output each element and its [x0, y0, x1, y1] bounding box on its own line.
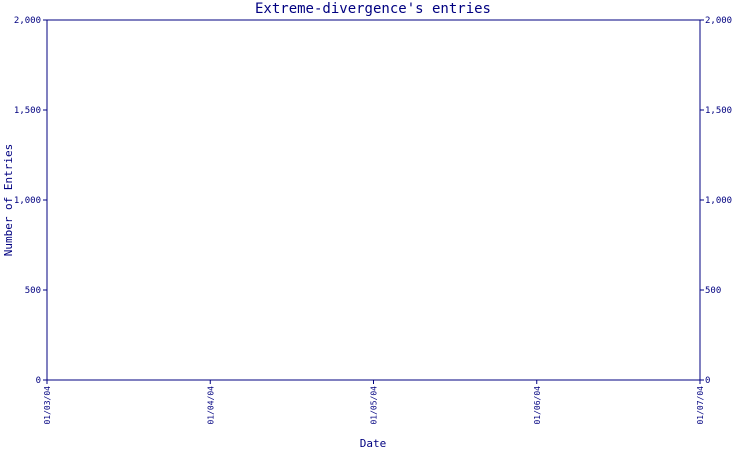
x-tick-label: 01/06/04: [533, 386, 542, 425]
x-tick-label: 01/07/04: [696, 386, 705, 425]
chart-title: Extreme-divergence's entries: [255, 1, 491, 17]
y-ticks-right: 0 500 1,000 1,500 2,000: [700, 16, 732, 386]
y-tick-label-left: 2,000: [14, 16, 41, 26]
y-tick-label-left: 0: [36, 376, 41, 386]
y-tick-label-right: 1,500: [705, 106, 732, 116]
x-ticks: 01/03/04 01/04/04 01/05/04 01/06/04 01/07/04: [43, 380, 705, 425]
y-tick-label-right: 500: [705, 286, 721, 296]
x-tick-label: 01/03/04: [43, 386, 52, 425]
x-axis-label: Date: [360, 437, 387, 450]
y-tick-label-right: 1,000: [705, 196, 732, 206]
y-tick-label-left: 1,500: [14, 106, 41, 116]
y-tick-label-left: 1,000: [14, 196, 41, 206]
y-tick-label-right: 2,000: [705, 16, 732, 26]
y-tick-label-left: 500: [25, 286, 41, 296]
y-ticks-left: 0 500 1,000 1,500 2,000: [14, 16, 47, 386]
x-tick-label: 01/05/04: [370, 386, 379, 425]
x-tick-label: 01/04/04: [206, 386, 215, 425]
y-tick-label-right: 0: [705, 376, 710, 386]
plot-frame: [46, 19, 701, 381]
y-axis-label: Number of Entries: [2, 144, 15, 257]
